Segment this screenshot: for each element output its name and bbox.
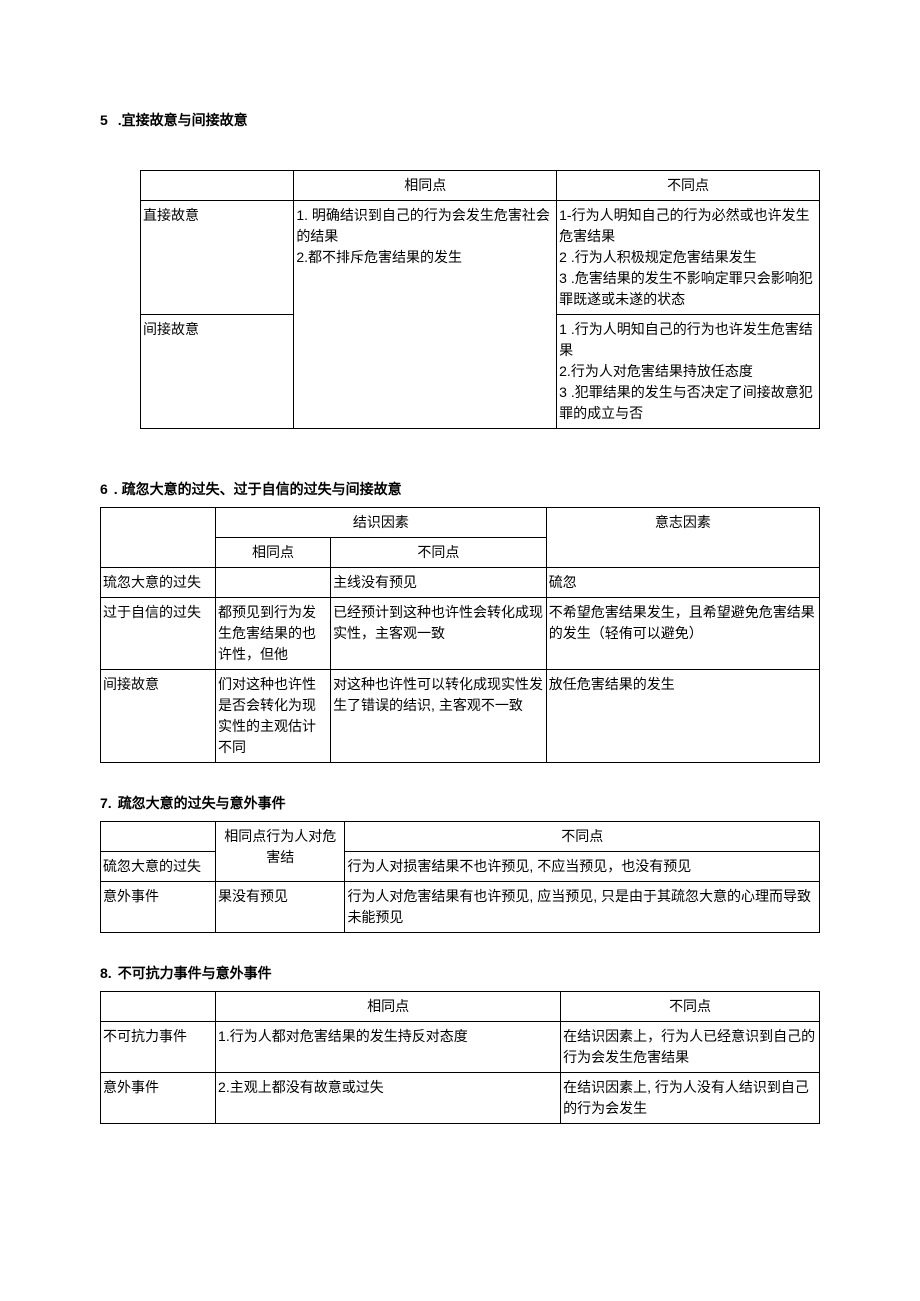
- table-5: 相同点 不同点 直接故意 1. 明确结识到自己的行为会发生危害社会的结果2.都不…: [140, 170, 820, 429]
- cell-diff: 主线没有预见: [331, 568, 547, 598]
- row-label: 硫忽大意的过失: [101, 852, 216, 882]
- section-6-text: . 疏忽大意的过失、过于自信的过失与间接故意: [114, 481, 402, 497]
- header-recognition: 结识因素: [216, 508, 547, 538]
- row-label: 间接故意: [141, 315, 294, 429]
- table-7: 相同点行为人对危害结 不同点 硫忽大意的过失 行为人对损害结果不也许预见, 不应…: [100, 821, 820, 933]
- table-row: 意外事件 2.主观上都没有故意或过失 在结识因素上, 行为人没有人结识到自己的行…: [101, 1073, 820, 1124]
- cell-diff: 在结识因素上，行为人已经意识到自己的行为会发生危害结果: [561, 1022, 820, 1073]
- header-same: 相同点: [294, 171, 557, 201]
- cell-will: 放任危害结果的发生: [546, 670, 819, 763]
- empty-cell: [101, 992, 216, 1022]
- header-same: 相同点: [216, 992, 561, 1022]
- table-row: 间接故意 们对这种也许性是否会转化为现实性的主观估计不同 对这种也许性可以转化成…: [101, 670, 820, 763]
- header-diff: 不同点: [561, 992, 820, 1022]
- table-8: 相同点 不同点 不可抗力事件 1.行为人都对危害结果的发生持反对态度 在结识因素…: [100, 991, 820, 1124]
- header-will: 意志因素: [546, 508, 819, 568]
- table-row: 意外事件 果没有预见 行为人对危害结果有也许预见, 应当预见, 只是由于其疏忽大…: [101, 882, 820, 933]
- table-row: 结识因素 意志因素: [101, 508, 820, 538]
- empty-cell: [101, 508, 216, 568]
- cell-same: 1.行为人都对危害结果的发生持反对态度: [216, 1022, 561, 1073]
- table-row: 直接故意 1. 明确结识到自己的行为会发生危害社会的结果2.都不排斥危害结果的发…: [141, 201, 820, 315]
- row-label: 意外事件: [101, 882, 216, 933]
- section-8-title: 8. 不可抗力事件与意外事件: [100, 963, 820, 983]
- cell-same: 2.主观上都没有故意或过失: [216, 1073, 561, 1124]
- table-6: 结识因素 意志因素 相同点 不同点 琉忽大意的过失 主线没有预见 硫忽 过于自信…: [100, 507, 820, 763]
- cell-diff: 对这种也许性可以转化成现实性发生了错误的结识, 主客观不一致: [331, 670, 547, 763]
- table-row: 相同点 不同点: [101, 992, 820, 1022]
- cell-diff: 1-行为人明知自己的行为必然或也许发生危害结果2 .行为人积极规定危害结果发生3…: [557, 201, 820, 315]
- section-8-num: 8.: [100, 965, 112, 981]
- table-row: 相同点行为人对危害结 不同点: [101, 822, 820, 852]
- empty-cell: [101, 822, 216, 852]
- empty-cell: [141, 171, 294, 201]
- table-row: 不可抗力事件 1.行为人都对危害结果的发生持反对态度 在结识因素上，行为人已经意…: [101, 1022, 820, 1073]
- section-6-title: 6 . 疏忽大意的过失、过于自信的过失与间接故意: [100, 479, 820, 499]
- section-6-num: 6: [100, 481, 108, 497]
- section-5-title: 5 .宜接故意与间接故意: [100, 110, 820, 130]
- cell-diff: 行为人对危害结果有也许预见, 应当预见, 只是由于其疏忽大意的心理而导致未能预见: [345, 882, 820, 933]
- row-label: 过于自信的过失: [101, 598, 216, 670]
- cell-diff: 1 .行为人明知自己的行为也许发生危害结果2.行为人对危害结果持放任态度3 .犯…: [557, 315, 820, 429]
- cell-diff: 行为人对损害结果不也许预见, 不应当预见，也没有预见: [345, 852, 820, 882]
- cell-same: 1. 明确结识到自己的行为会发生危害社会的结果2.都不排斥危害结果的发生: [294, 201, 557, 429]
- row-label: 不可抗力事件: [101, 1022, 216, 1073]
- section-8-text: 不可抗力事件与意外事件: [118, 965, 272, 981]
- row-label: 琉忽大意的过失: [101, 568, 216, 598]
- header-same: 相同点行为人对危害结: [216, 822, 345, 882]
- cell-same: 都预见到行为发生危害结果的也许性，但他: [216, 598, 331, 670]
- cell-diff: 已经预计到这种也许性会转化成现实性，主客观一致: [331, 598, 547, 670]
- section-7-num: 7.: [100, 795, 112, 811]
- row-label: 间接故意: [101, 670, 216, 763]
- cell-will: 硫忽: [546, 568, 819, 598]
- header-diff: 不同点: [557, 171, 820, 201]
- cell-same: [216, 568, 331, 598]
- row-label: 意外事件: [101, 1073, 216, 1124]
- section-5-num: 5: [100, 112, 108, 128]
- header-diff: 不同点: [345, 822, 820, 852]
- cell-same: 们对这种也许性是否会转化为现实性的主观估计不同: [216, 670, 331, 763]
- section-7-title: 7. 疏忽大意的过失与意外事件: [100, 793, 820, 813]
- row-label: 直接故意: [141, 201, 294, 315]
- cell-diff: 在结识因素上, 行为人没有人结识到自己的行为会发生: [561, 1073, 820, 1124]
- table-row: 琉忽大意的过失 主线没有预见 硫忽: [101, 568, 820, 598]
- section-7-text: 疏忽大意的过失与意外事件: [118, 795, 286, 811]
- cell-same: 果没有预见: [216, 882, 345, 933]
- subheader-same: 相同点: [216, 538, 331, 568]
- table-row: 硫忽大意的过失 行为人对损害结果不也许预见, 不应当预见，也没有预见: [101, 852, 820, 882]
- table-row: 过于自信的过失 都预见到行为发生危害结果的也许性，但他 已经预计到这种也许性会转…: [101, 598, 820, 670]
- subheader-diff: 不同点: [331, 538, 547, 568]
- cell-will: 不希望危害结果发生，且希望避免危害结果的发生（轻侑可以避免）: [546, 598, 819, 670]
- section-5-text: .宜接故意与间接故意: [118, 112, 248, 128]
- table-row: 相同点 不同点: [141, 171, 820, 201]
